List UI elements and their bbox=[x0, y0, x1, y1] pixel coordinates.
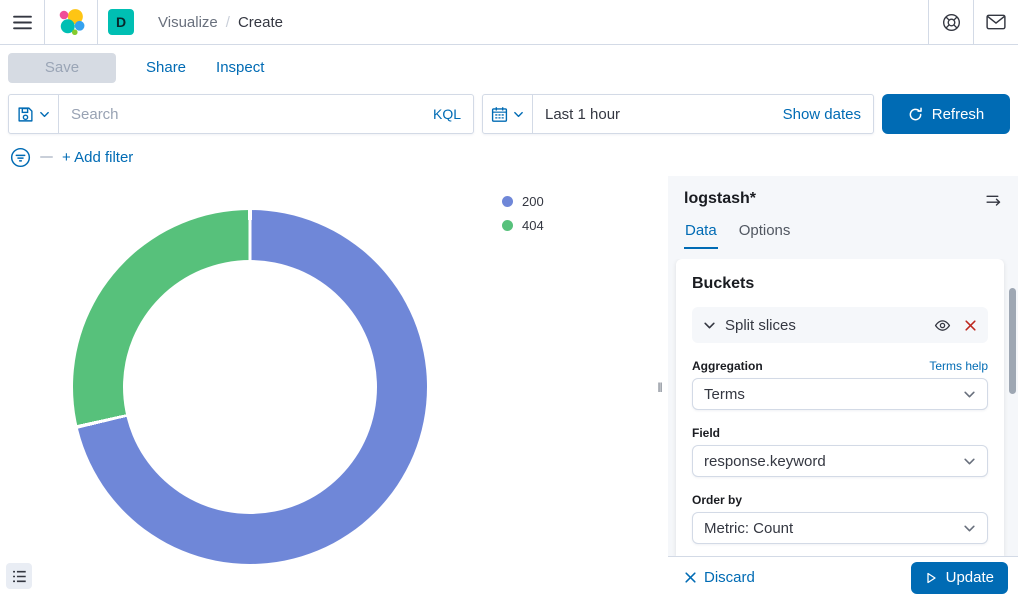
legend-dot bbox=[502, 195, 513, 207]
inspect-button[interactable]: Inspect bbox=[216, 59, 265, 76]
breadcrumb-separator: / bbox=[225, 13, 230, 31]
discard-button[interactable]: Discard bbox=[684, 569, 755, 586]
app-header: D Visualize / Create bbox=[0, 0, 1018, 45]
newsfeed-button[interactable] bbox=[974, 0, 1018, 44]
chevron-down-icon bbox=[964, 525, 975, 531]
main-content: 200 404 ‖ logstash* bbox=[0, 176, 1018, 598]
field-group: Field response.keyword bbox=[692, 426, 988, 477]
chevron-down-icon bbox=[514, 111, 523, 117]
floppy-disk-icon bbox=[18, 106, 33, 122]
space-badge[interactable]: D bbox=[108, 9, 134, 35]
eye-icon bbox=[934, 319, 951, 331]
tab-data[interactable]: Data bbox=[684, 216, 718, 249]
aggregation-label: Aggregation bbox=[692, 359, 763, 373]
tab-options[interactable]: Options bbox=[738, 222, 791, 239]
legend-item-200[interactable]: 200 bbox=[502, 189, 544, 213]
play-icon bbox=[926, 572, 936, 583]
buckets-heading: Buckets bbox=[692, 275, 755, 292]
aggregation-value: Terms bbox=[704, 385, 745, 403]
terms-help-link[interactable]: Terms help bbox=[929, 359, 988, 373]
visualize-toolbar: Save Share Inspect bbox=[0, 45, 1018, 90]
breadcrumb: Visualize / Create bbox=[158, 14, 283, 31]
scrollbar-thumb[interactable] bbox=[1009, 288, 1016, 394]
quick-select-time-button[interactable] bbox=[483, 95, 533, 133]
close-icon bbox=[685, 572, 696, 583]
calendar-icon bbox=[491, 106, 508, 122]
toggle-visibility-button[interactable] bbox=[934, 317, 951, 334]
legend-label: 200 bbox=[522, 193, 544, 209]
help-button[interactable] bbox=[929, 0, 973, 44]
add-filter-button[interactable]: + Add filter bbox=[62, 148, 134, 166]
order-by-select[interactable]: Metric: Count bbox=[692, 512, 988, 544]
aggregation-group: Aggregation Terms help Terms bbox=[692, 359, 988, 410]
discard-label: Discard bbox=[704, 569, 755, 586]
header-divider bbox=[973, 0, 974, 44]
chart-legend: 200 404 bbox=[502, 189, 544, 237]
legend-toggle-button[interactable] bbox=[6, 563, 32, 589]
date-picker-control: Last 1 hour Show dates bbox=[482, 94, 874, 134]
filter-dash bbox=[40, 156, 53, 158]
legend-label: 404 bbox=[522, 217, 544, 233]
update-label: Update bbox=[945, 569, 994, 586]
search-input[interactable] bbox=[59, 95, 433, 133]
header-divider bbox=[928, 0, 929, 44]
list-icon bbox=[12, 570, 26, 582]
aggregation-select[interactable]: Terms bbox=[692, 378, 988, 410]
kql-language-button[interactable]: KQL bbox=[432, 106, 461, 122]
editor-footer: Discard Update bbox=[668, 556, 1018, 598]
share-button[interactable]: Share bbox=[146, 59, 187, 76]
header-divider bbox=[44, 0, 45, 44]
vis-editor-sidebar: logstash* Data Options Buckets Split sli… bbox=[668, 176, 1018, 598]
show-dates-button[interactable]: Show dates bbox=[782, 105, 861, 123]
split-slices-accordion[interactable]: Split slices bbox=[692, 307, 988, 343]
elastic-logo-button[interactable] bbox=[45, 0, 97, 44]
visualization-area: 200 404 bbox=[0, 176, 652, 598]
field-select[interactable]: response.keyword bbox=[692, 445, 988, 477]
saved-query-menu-button[interactable] bbox=[9, 95, 59, 133]
split-slices-label: Split slices bbox=[725, 316, 796, 334]
breadcrumb-create: Create bbox=[237, 13, 283, 31]
legend-dot bbox=[502, 219, 513, 231]
filter-bar: + Add filter bbox=[0, 138, 1018, 176]
chevron-down-icon bbox=[40, 111, 49, 117]
menu-right-icon bbox=[986, 195, 1001, 206]
refresh-label: Refresh bbox=[931, 105, 985, 123]
panel-resizer-handle[interactable]: ‖ bbox=[657, 379, 663, 395]
order-by-group: Order by Metric: Count bbox=[692, 493, 988, 544]
query-bar: KQL Last 1 hour Show dates Refresh bbox=[0, 90, 1018, 138]
menu-button[interactable] bbox=[0, 0, 44, 44]
chevron-down-icon bbox=[704, 322, 715, 328]
header-divider bbox=[97, 0, 98, 44]
field-label: Field bbox=[692, 426, 721, 440]
filter-icon[interactable] bbox=[10, 147, 31, 168]
field-value: response.keyword bbox=[704, 452, 826, 470]
index-pattern-title: logstash* bbox=[684, 190, 757, 207]
life-buoy-icon bbox=[942, 13, 960, 31]
elastic-logo-icon bbox=[59, 9, 85, 36]
update-button[interactable]: Update bbox=[910, 561, 1008, 594]
time-range-value[interactable]: Last 1 hour bbox=[545, 105, 621, 123]
chevron-down-icon bbox=[964, 458, 975, 464]
mail-icon bbox=[986, 14, 1006, 30]
save-button[interactable]: Save bbox=[8, 52, 116, 83]
remove-bucket-button[interactable] bbox=[964, 319, 977, 332]
editor-scroll-area: Buckets Split slices bbox=[668, 259, 1018, 556]
legend-item-404[interactable]: 404 bbox=[502, 213, 544, 237]
chevron-down-icon bbox=[964, 391, 975, 397]
refresh-icon bbox=[909, 106, 922, 120]
buckets-panel: Buckets Split slices bbox=[676, 259, 1004, 556]
order-by-value: Metric: Count bbox=[704, 519, 794, 537]
close-icon bbox=[965, 319, 976, 331]
hamburger-icon bbox=[12, 15, 32, 29]
editor-tabs: Data Options bbox=[668, 216, 1018, 249]
collapse-sidebar-button[interactable] bbox=[985, 191, 1002, 208]
order-by-label: Order by bbox=[692, 493, 743, 507]
refresh-button[interactable]: Refresh bbox=[882, 94, 1010, 134]
donut-chart[interactable] bbox=[73, 210, 427, 564]
breadcrumb-visualize[interactable]: Visualize bbox=[158, 13, 218, 31]
search-control: KQL bbox=[8, 94, 474, 134]
donut-hole bbox=[123, 260, 377, 514]
